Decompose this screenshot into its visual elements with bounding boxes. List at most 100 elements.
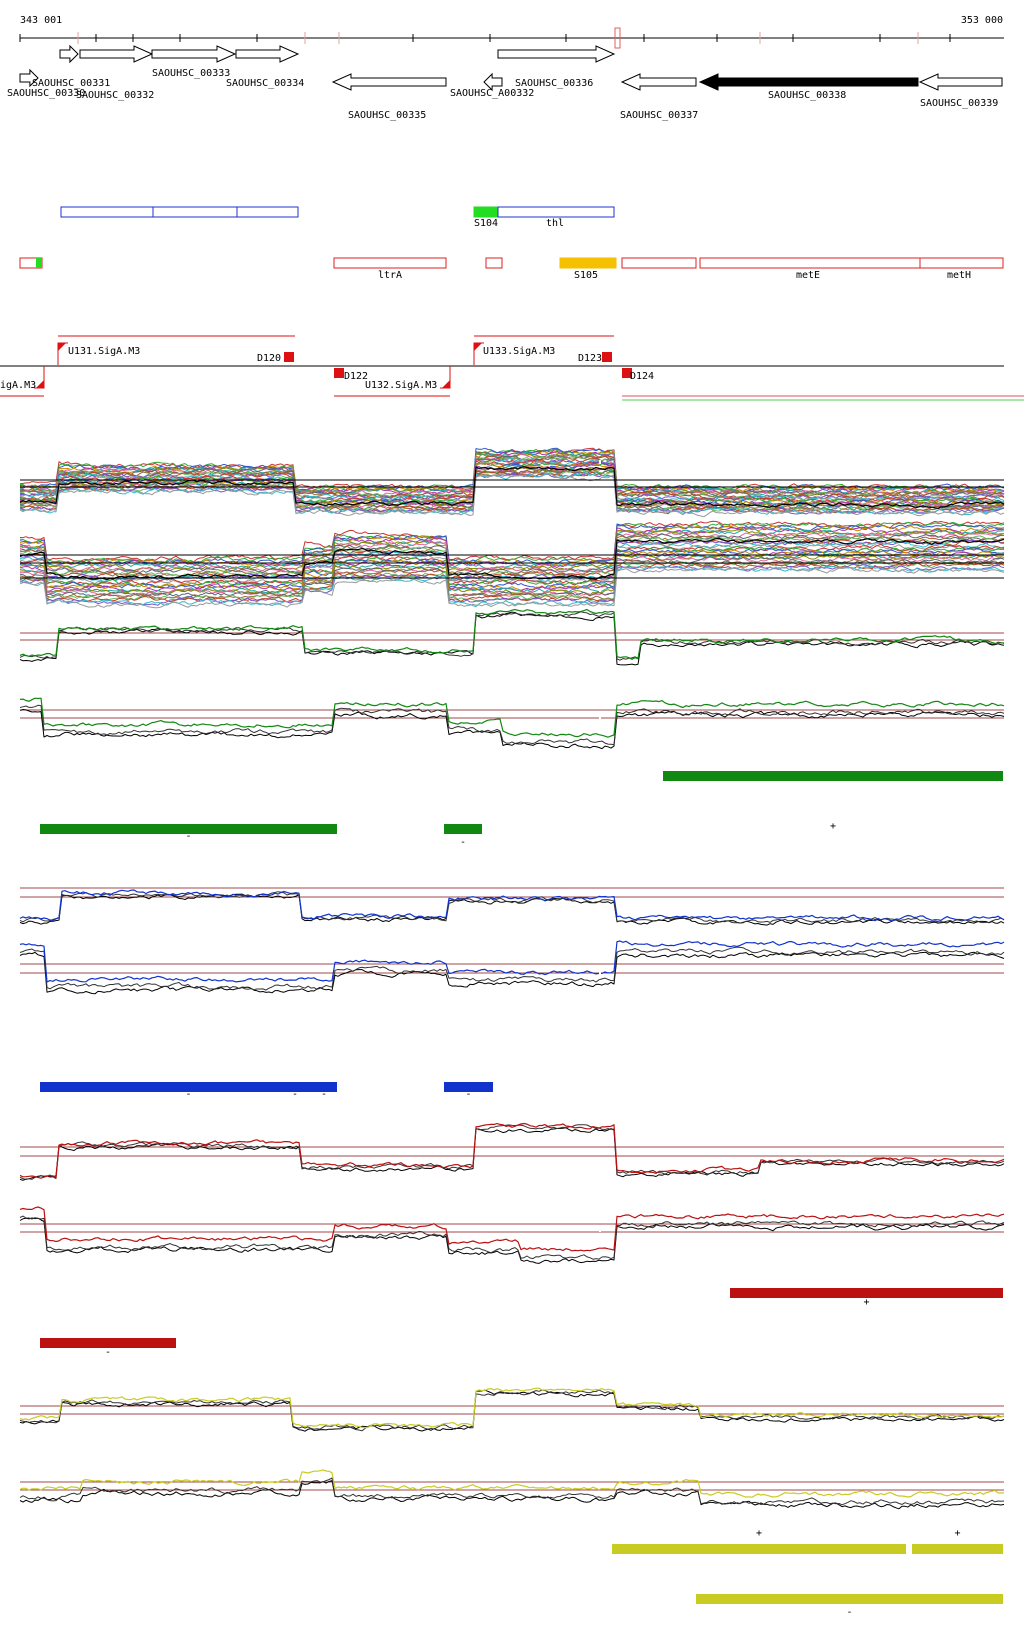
- replicate-line: [19, 611, 1005, 661]
- overview-profile-line: [19, 524, 1005, 568]
- replicate-line: [19, 1389, 1005, 1432]
- gene-arrow: [59, 44, 79, 64]
- promoter-flag: [58, 343, 66, 351]
- condition-expression-tracks: +--- -- -+-+ +-: [19, 460, 1005, 1618]
- gene-arrow: [331, 73, 447, 91]
- replicate-line: [19, 893, 1005, 926]
- replicate-line: [19, 1480, 1005, 1510]
- minus-feature-box: [559, 257, 617, 269]
- overview-profile-line: [19, 455, 1005, 501]
- replicate-line: [19, 891, 1005, 924]
- ruler-position-marker: [614, 27, 621, 49]
- gene-arrow: [151, 45, 237, 63]
- replicate-line: [19, 1477, 1005, 1506]
- terminator-label: D124: [630, 371, 654, 382]
- minus-feature-label: ltrA: [378, 270, 402, 281]
- overview-profile-line: [19, 566, 1005, 609]
- minus-feature-fill-mark: [36, 258, 42, 268]
- overview-profile-line: [19, 537, 1005, 581]
- plus-feature-label: thl: [546, 218, 564, 229]
- minus-feature-box: [485, 257, 503, 269]
- replicate-line: [19, 1217, 1005, 1264]
- replicate-line: [19, 946, 1005, 991]
- overview-profile-line: [19, 565, 1005, 608]
- condition-track: + + -: [19, 1387, 1005, 1618]
- promoter-label: igA.M3: [0, 380, 36, 391]
- segment-strand-label: +: [830, 821, 836, 832]
- promoter-marks: U131.SigA.M3 U133.SigA.M3 igA.M3 U132.SigA.…: [0, 335, 1024, 401]
- plus-feature-box: [473, 206, 499, 218]
- overview-profile-line: [19, 541, 1005, 585]
- gene-label: SAOUHSC_00336: [515, 78, 593, 89]
- gene-label: SAOUHSC_00335: [348, 110, 426, 121]
- gene-label: SAOUHSC_A00332: [450, 88, 534, 99]
- segment-extra-mark: -: [321, 1089, 327, 1100]
- transcript-segment-bar: [40, 1082, 337, 1092]
- overview-profile-line: [19, 451, 1005, 495]
- gene-arrow: [235, 45, 300, 63]
- replicate-line: [19, 704, 1005, 746]
- gene-arrow: [19, 68, 39, 88]
- replicate-line: [19, 951, 1005, 995]
- gene-label: SAOUHSC_00338: [768, 90, 846, 101]
- overview-profile-line: [19, 545, 1005, 588]
- overview-profile-line: [19, 547, 1005, 589]
- condition-signal-line: [19, 1206, 1005, 1252]
- transcript-segment-bar: [444, 1082, 493, 1092]
- overview-profile-line: [19, 543, 1005, 586]
- segment-strand-label: +: [863, 1297, 869, 1308]
- gene-label: SAOUHSC_00337: [620, 110, 698, 121]
- terminator-mark: [602, 352, 612, 362]
- gene-label: SAOUHSC_00332: [76, 90, 154, 101]
- transcript-segment-bar: [663, 771, 1003, 781]
- terminator-label: D123: [578, 353, 602, 364]
- promoter-flag: [474, 343, 482, 351]
- segment-strand-label: -: [185, 831, 191, 842]
- segment-extra-mark: -: [292, 1089, 298, 1100]
- terminator-label: D120: [257, 353, 281, 364]
- replicate-line: [19, 709, 1005, 750]
- gene-arrow: [620, 73, 697, 91]
- overview-profile-line: [19, 462, 1005, 505]
- plus-feature-box: [60, 206, 154, 218]
- promoter-terminator-track: U131.SigA.M3 U133.SigA.M3 igA.M3 U132.SigA.…: [0, 335, 1024, 401]
- overview-profile-line: [19, 555, 1005, 598]
- terminator-mark: [622, 368, 632, 378]
- segment-strand-label: +: [756, 1528, 762, 1539]
- condition-track: +-: [19, 1122, 1005, 1358]
- condition-track: - -- -: [19, 887, 1005, 1100]
- condition-signal-line: [19, 940, 1005, 983]
- minus-feature-box: [699, 257, 921, 269]
- transcript-segment-bar: [912, 1544, 1003, 1554]
- ruler-ticks: [19, 27, 951, 49]
- gene-arrow: [483, 72, 503, 92]
- promoter-flag: [442, 380, 450, 388]
- gene-arrow: [698, 73, 919, 91]
- condition-signal-line: [19, 1469, 1005, 1498]
- terminator-mark: [284, 352, 294, 362]
- transcript-segment-bar: [730, 1288, 1003, 1298]
- gene-arrow: [918, 73, 1003, 91]
- segment-strand-label: -: [846, 1607, 852, 1618]
- overview-profile-line: [20, 468, 1005, 512]
- segment-strand-label: -: [465, 1089, 471, 1100]
- segment-strand-label: -: [185, 1089, 191, 1100]
- condition-signal-line: [19, 697, 1005, 738]
- condition-signal-line: [19, 1122, 1005, 1179]
- transcript-segment-bar: [444, 824, 482, 834]
- ruler-end-label: 353 000: [961, 15, 1003, 26]
- gene-arrow: [79, 45, 154, 63]
- overview-profile-line: [19, 466, 1005, 509]
- overview-profile-line: [19, 526, 1005, 569]
- plus-strand-feature-track: S104 thl: [60, 206, 615, 229]
- overview-profile-line: [19, 535, 1004, 578]
- promoter-label: U131.SigA.M3: [68, 346, 140, 357]
- replicate-line: [19, 1127, 1005, 1181]
- promoter-label: U132.SigA.M3: [365, 380, 437, 391]
- condition-track: + - -: [19, 608, 1005, 848]
- terminator-label: D122: [344, 371, 368, 382]
- replicate-line: [19, 611, 1005, 666]
- minus-feature-box: [919, 257, 1004, 269]
